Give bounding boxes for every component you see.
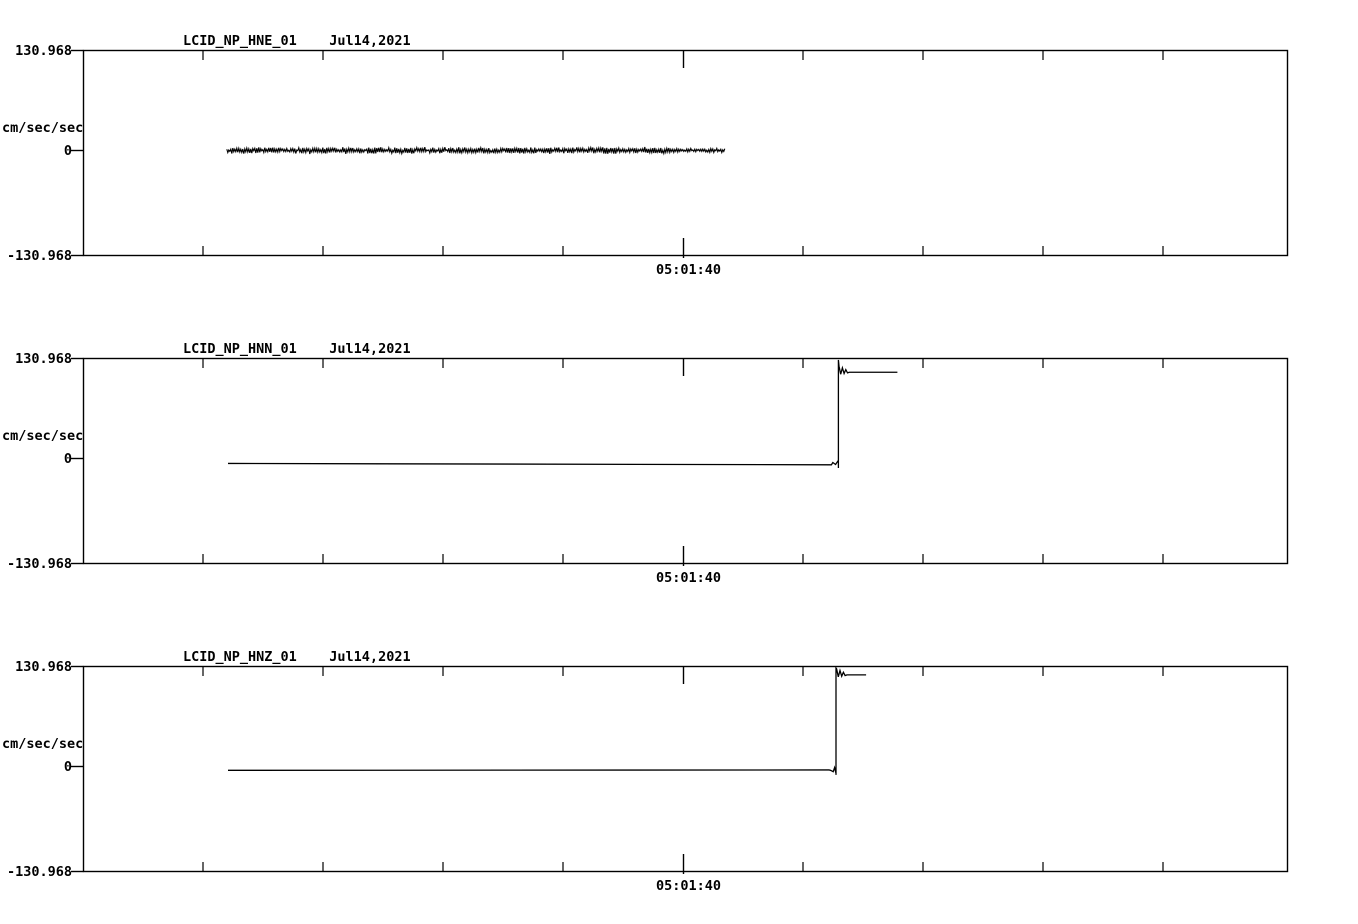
y-axis-top-label-hnz: 130.968 (15, 659, 72, 675)
x-axis-time-label-hne: 05:01:40 (656, 262, 722, 278)
panel-hnz: LCID_NP_HNZ_01 Jul14,2021 130.968 cm/sec… (0, 616, 1358, 924)
waveform-hne (226, 145, 726, 156)
plot-frame-hnn (82, 357, 1289, 565)
y-axis-unit-label-hne: cm/sec/sec (2, 120, 84, 136)
y-axis-top-label-hne: 130.968 (15, 43, 72, 59)
x-axis-time-label-hnn: 05:01:40 (656, 570, 722, 586)
y-axis-zero-label-hnn: 0 (63, 451, 72, 467)
y-axis-bottom-label-hne: -130.968 (6, 248, 72, 264)
plot-frame-hnz (82, 665, 1289, 873)
waveform-hnn (227, 359, 898, 469)
waveform-hnz (227, 666, 867, 775)
y-axis-unit-label-hnn: cm/sec/sec (2, 428, 84, 444)
x-axis-time-label-hnz: 05:01:40 (656, 878, 722, 894)
y-axis-unit-label-hnz: cm/sec/sec (2, 736, 84, 752)
x-ticks-hnz (202, 666, 1164, 872)
y-axis-zero-label-hne: 0 (63, 143, 72, 159)
panel-title-hnz: LCID_NP_HNZ_01 Jul14,2021 (183, 649, 411, 665)
plot-area-hnn (71, 357, 1289, 566)
panel-title-hne: LCID_NP_HNE_01 Jul14,2021 (183, 33, 411, 49)
y-axis-top-label-hnn: 130.968 (15, 351, 72, 367)
panel-title-hnn: LCID_NP_HNN_01 Jul14,2021 (183, 341, 411, 357)
x-ticks-hnn (202, 358, 1164, 564)
panel-hnn: LCID_NP_HNN_01 Jul14,2021 130.968 cm/sec… (0, 308, 1358, 608)
plot-area-hne (71, 49, 1289, 258)
panel-hne: LCID_NP_HNE_01 Jul14,2021 130.968 cm/sec… (0, 0, 1358, 300)
y-axis-bottom-label-hnz: -130.968 (6, 864, 72, 880)
x-ticks-hne (202, 50, 1164, 256)
plot-frame-hne (82, 49, 1289, 257)
y-axis-zero-label-hnz: 0 (63, 759, 72, 775)
y-axis-bottom-label-hnn: -130.968 (6, 556, 72, 572)
plot-area-hnz (71, 665, 1289, 874)
